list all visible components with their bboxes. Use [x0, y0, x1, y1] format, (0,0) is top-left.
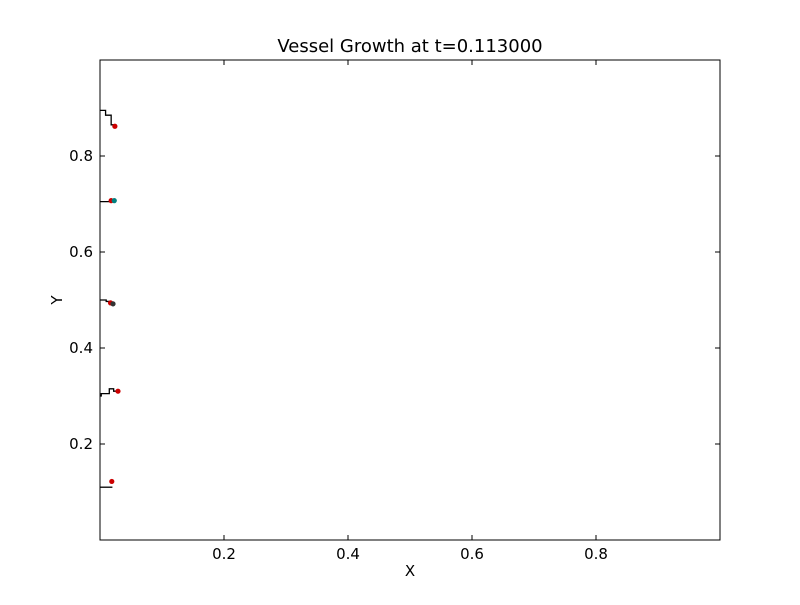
vessel-line-2 — [100, 388, 118, 397]
plot-area: 0.2 0.4 0.6 0.8 0.2 0.4 0.6 0.8 — [69, 59, 721, 563]
y-axis-label: Y — [48, 295, 66, 306]
y-tick-label-2: 0.4 — [69, 339, 93, 357]
x-tick-label-2: 0.4 — [336, 545, 360, 563]
vessel-tip-point-1 — [109, 478, 115, 485]
y-tick-label-3: 0.6 — [69, 243, 93, 261]
vessel-tip-point-7 — [112, 123, 118, 129]
y-tick-label-1: 0.2 — [69, 435, 93, 453]
vessel-tip-point-4 — [110, 301, 116, 307]
y-tick-label-4: 0.8 — [69, 147, 93, 165]
vessel-tip-point-2 — [115, 388, 121, 394]
vessel-line-5 — [100, 109, 115, 126]
x-axis-label: X — [405, 562, 415, 580]
vessel-tip-point-6 — [111, 198, 117, 204]
x-tick-label-4: 0.8 — [584, 545, 608, 563]
axes-frame — [99, 59, 721, 541]
chart-title: Vessel Growth at t=0.113000 — [277, 36, 542, 57]
x-tick-label-3: 0.6 — [460, 545, 484, 563]
x-tick-label-1: 0.2 — [212, 545, 236, 563]
